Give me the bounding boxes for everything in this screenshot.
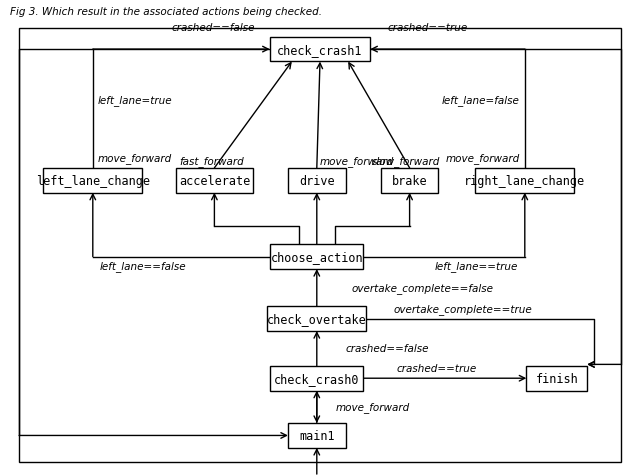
Text: right_lane_change: right_lane_change xyxy=(464,174,586,188)
FancyBboxPatch shape xyxy=(270,366,364,391)
Text: overtake_complete==false: overtake_complete==false xyxy=(352,283,494,293)
Text: left_lane==true: left_lane==true xyxy=(435,261,518,272)
FancyBboxPatch shape xyxy=(526,366,588,391)
Text: main1: main1 xyxy=(299,429,335,442)
FancyBboxPatch shape xyxy=(288,169,346,193)
Text: drive: drive xyxy=(299,174,335,188)
Text: brake: brake xyxy=(392,174,428,188)
Text: finish: finish xyxy=(536,372,578,385)
Text: left_lane=false: left_lane=false xyxy=(442,95,520,106)
Text: crashed==false: crashed==false xyxy=(171,23,255,33)
Text: fast_forward: fast_forward xyxy=(179,156,244,166)
FancyBboxPatch shape xyxy=(288,423,346,448)
FancyBboxPatch shape xyxy=(475,169,575,193)
Text: Fig 3. Which result in the associated actions being checked.: Fig 3. Which result in the associated ac… xyxy=(10,7,322,17)
FancyBboxPatch shape xyxy=(43,169,142,193)
Text: crashed==true: crashed==true xyxy=(397,363,477,373)
Text: overtake_complete==true: overtake_complete==true xyxy=(393,303,532,314)
Text: slow_forward: slow_forward xyxy=(372,156,440,166)
Text: check_crash0: check_crash0 xyxy=(274,372,360,385)
FancyBboxPatch shape xyxy=(176,169,253,193)
Text: choose_action: choose_action xyxy=(271,250,363,264)
Text: move_forward: move_forward xyxy=(320,156,394,166)
Text: crashed==false: crashed==false xyxy=(346,344,429,354)
Text: accelerate: accelerate xyxy=(179,174,250,188)
Text: left_lane_change: left_lane_change xyxy=(36,174,150,188)
Text: check_crash1: check_crash1 xyxy=(277,43,363,57)
FancyBboxPatch shape xyxy=(381,169,438,193)
Text: crashed==true: crashed==true xyxy=(387,23,467,33)
Text: check_overtake: check_overtake xyxy=(267,312,367,326)
FancyBboxPatch shape xyxy=(270,245,364,269)
FancyBboxPatch shape xyxy=(268,307,366,331)
Text: left_lane==false: left_lane==false xyxy=(99,261,186,272)
FancyBboxPatch shape xyxy=(270,38,370,62)
Text: move_forward: move_forward xyxy=(98,153,172,163)
Text: move_forward: move_forward xyxy=(445,153,520,163)
Text: left_lane=true: left_lane=true xyxy=(98,95,173,106)
Text: move_forward: move_forward xyxy=(336,402,410,412)
